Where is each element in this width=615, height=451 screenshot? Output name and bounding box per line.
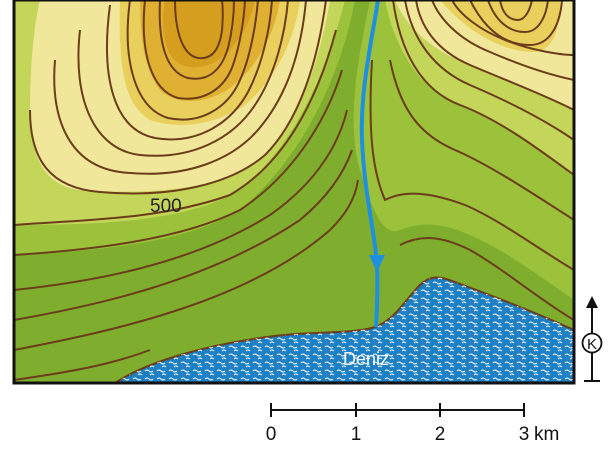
contour-line <box>14 109 348 291</box>
contour-line <box>399 237 574 321</box>
scale-bar: 0 1 2 3 km <box>266 403 559 445</box>
contour-line <box>77 0 289 157</box>
contour-line <box>499 0 533 22</box>
north-label: K <box>587 336 597 353</box>
contour-line <box>126 0 259 121</box>
scale-unit: km <box>534 424 559 445</box>
contour-line <box>469 0 563 47</box>
scale-label-2: 2 <box>435 424 446 445</box>
contour-line <box>369 59 574 271</box>
contour-line <box>431 0 574 81</box>
contour-line <box>404 0 574 141</box>
scale-label-3: 3 <box>519 424 530 445</box>
contour-line <box>14 69 343 256</box>
river-line <box>359 0 380 328</box>
sea-waves <box>115 277 574 383</box>
map-area <box>14 0 574 383</box>
sea-label: Deniz <box>343 349 389 369</box>
contour-line <box>158 0 235 80</box>
contour-line <box>174 0 224 60</box>
contour-line <box>106 0 273 141</box>
contour-line <box>14 29 337 226</box>
contour-label-500: 500 <box>150 196 182 217</box>
yellow-band-right <box>440 0 560 52</box>
contour-line <box>392 0 574 176</box>
contour-line <box>415 0 574 111</box>
map-frame <box>12 0 576 385</box>
north-arrow: K <box>581 296 603 382</box>
contour-line <box>14 179 359 351</box>
contour-lines <box>14 0 574 381</box>
contour-line <box>487 0 549 34</box>
scale-label-0: 0 <box>266 424 277 445</box>
contour-line <box>142 0 246 100</box>
contour-line <box>53 0 307 175</box>
contour-line <box>389 59 574 221</box>
contour-line <box>14 349 151 381</box>
river-arrowhead <box>369 255 385 272</box>
contour-line <box>29 0 327 195</box>
scale-label-1: 1 <box>351 424 362 445</box>
contour-line <box>14 149 353 321</box>
